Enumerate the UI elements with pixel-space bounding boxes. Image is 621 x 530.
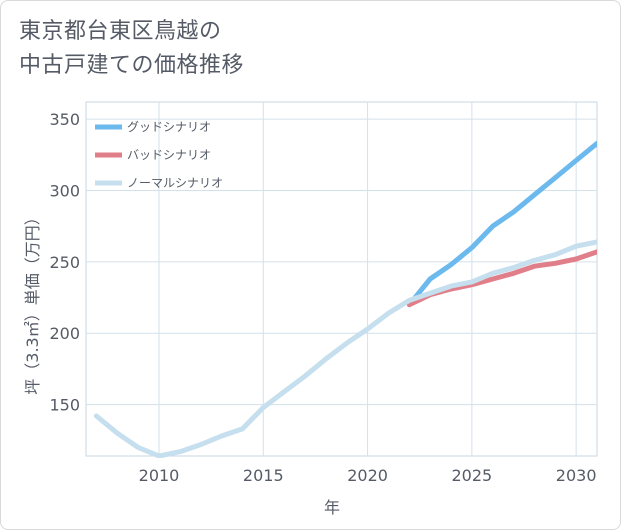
x-axis-label: 年 [324, 498, 340, 517]
good-scenario-line [406, 140, 597, 308]
chart-title-line-1: 東京都台東区鳥越の [19, 19, 222, 44]
series-lines [93, 140, 597, 458]
legend-good-scenario-label: グッドシナリオ [127, 120, 211, 134]
y-tick-label: 150 [49, 396, 80, 415]
legend-normal-scenario-label: ノーマルシナリオ [127, 176, 223, 190]
tick-labels: 2010 2015 2020 2025 2030 150 200 250 300 350 [49, 110, 596, 485]
y-tick-label: 200 [49, 324, 80, 343]
bad-scenario-line [406, 249, 597, 308]
x-tick-label: 2015 [243, 466, 284, 485]
y-tick-label: 300 [49, 182, 80, 201]
legend-bad-scenario-label: バッドシナリオ [127, 148, 211, 162]
normal-scenario-line [93, 239, 597, 458]
x-tick-label: 2030 [556, 466, 597, 485]
chart-title: 東京都台東区鳥越の 中古戸建ての価格推移 [19, 15, 244, 83]
grid [85, 101, 598, 457]
plot-area [85, 101, 598, 457]
x-tick-label: 2010 [139, 466, 180, 485]
x-tick-label: 2020 [347, 466, 388, 485]
y-tick-label: 350 [49, 110, 80, 129]
y-axis-label: 坪（3.3㎡）単価（万円） [23, 209, 42, 394]
y-tick-label: 250 [49, 253, 80, 272]
chart-title-line-2: 中古戸建ての価格推移 [19, 53, 245, 78]
x-tick-label: 2025 [451, 466, 492, 485]
